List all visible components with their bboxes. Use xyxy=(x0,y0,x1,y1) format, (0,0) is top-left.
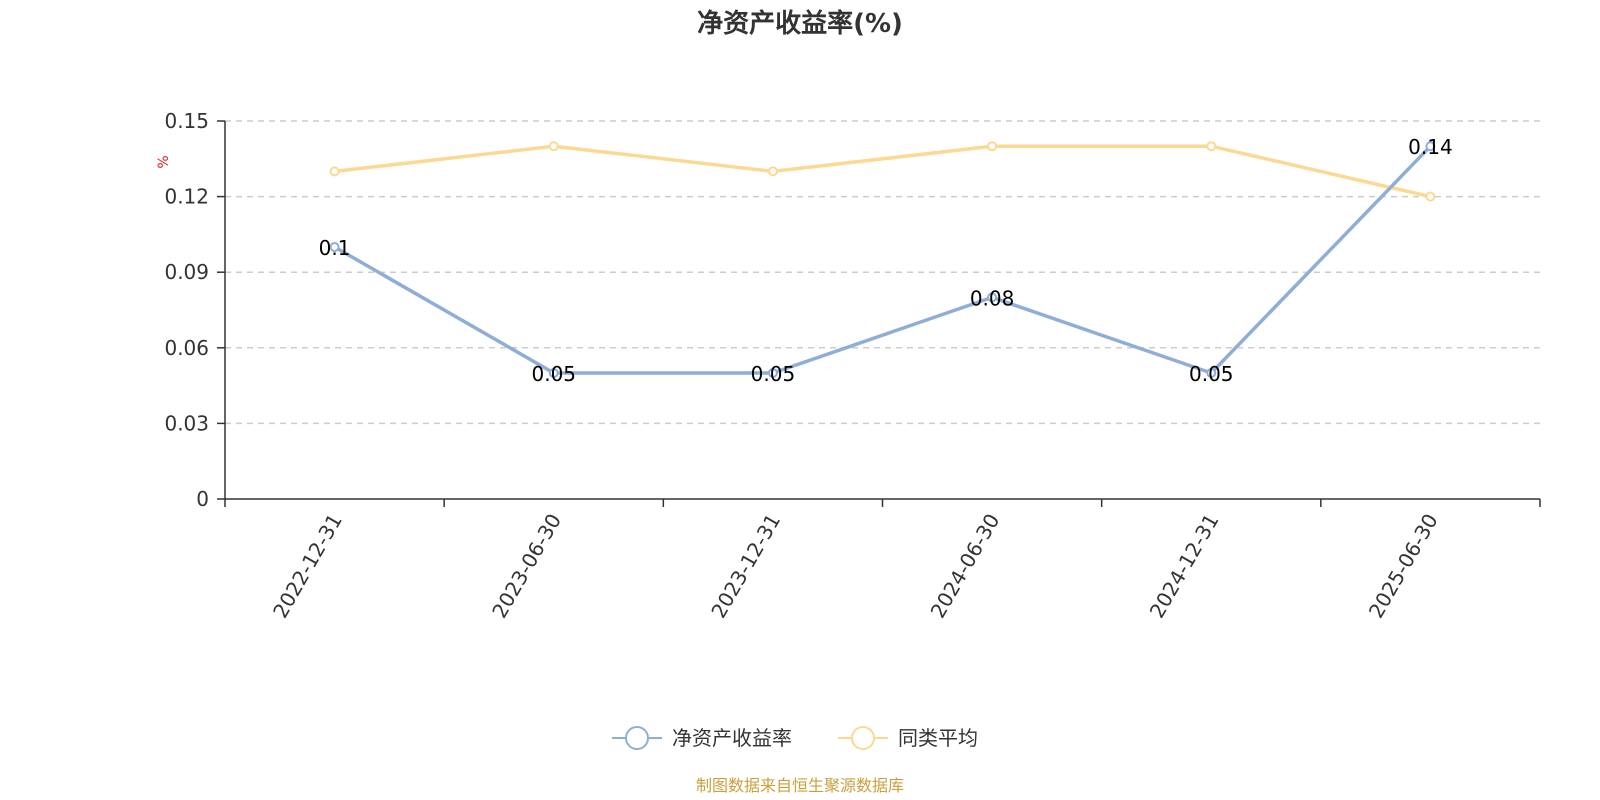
data-point xyxy=(548,141,559,152)
y-tick-label: 0 xyxy=(196,487,209,511)
data-labels: 0.1 0.05 0.05 0.08 0.05 0.14 xyxy=(319,135,1453,386)
x-tick-label: 2022-12-31 xyxy=(268,510,347,623)
data-label: 0.1 xyxy=(319,236,351,260)
y-tick-label: 0.12 xyxy=(164,185,209,209)
data-point xyxy=(767,368,778,378)
legend-swatch-marker xyxy=(851,726,875,750)
y-tick-label: 0.03 xyxy=(164,411,209,435)
data-label: 0.05 xyxy=(1189,362,1234,386)
y-tick-label: 0.06 xyxy=(164,336,209,360)
data-point xyxy=(1425,191,1436,202)
axes: 0 0.03 0.06 0.09 0.12 0.15 2022-12-31 2023-06-3… xyxy=(164,109,1541,623)
data-point xyxy=(1206,141,1217,152)
y-axis-unit-label: % xyxy=(156,155,172,168)
y-tick-label: 0.09 xyxy=(164,260,209,284)
data-label: 0.14 xyxy=(1408,135,1453,159)
x-tick-label: 2024-06-30 xyxy=(926,510,1005,623)
source-note: 制图数据来自恒生聚源数据库 xyxy=(696,776,904,795)
legend-label: 净资产收益率 xyxy=(672,726,792,750)
y-tick-label: 0.15 xyxy=(164,109,209,133)
x-tick-label: 2024-12-31 xyxy=(1145,510,1224,623)
data-point xyxy=(548,368,559,378)
x-tick-label: 2023-12-31 xyxy=(706,510,785,623)
legend: 净资产收益率 同类平均 xyxy=(612,726,978,750)
series-line xyxy=(334,144,1431,199)
data-point xyxy=(1425,141,1436,152)
data-label: 0.05 xyxy=(751,362,796,386)
data-point xyxy=(767,166,778,177)
data-label: 0.05 xyxy=(531,362,576,386)
data-point xyxy=(1206,368,1217,378)
series-layer xyxy=(329,141,1436,378)
data-point xyxy=(329,166,340,177)
x-tick-label: 2023-06-30 xyxy=(487,510,566,623)
series-line xyxy=(333,144,1432,375)
data-point xyxy=(329,242,340,252)
x-tick-label: 2025-06-30 xyxy=(1364,510,1443,623)
legend-swatch-marker xyxy=(625,726,649,750)
data-label: 0.08 xyxy=(970,286,1015,310)
data-point xyxy=(987,292,998,303)
data-point xyxy=(987,141,998,152)
legend-label: 同类平均 xyxy=(898,726,978,750)
grid-lines xyxy=(225,120,1540,425)
chart-title: 净资产收益率(%) xyxy=(697,8,903,39)
